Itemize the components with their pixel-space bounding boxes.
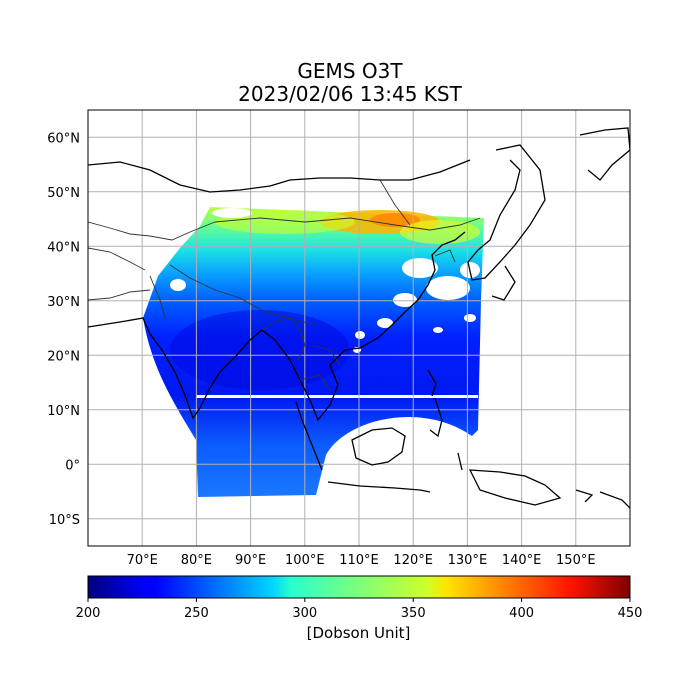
colorbar-tick-label: 350 [401, 606, 426, 621]
longitude-label: 120°E [393, 553, 433, 568]
country-borders [88, 179, 481, 391]
latitude-label: 20°N [47, 349, 80, 364]
longitude-label: 130°E [448, 553, 488, 568]
latitude-label: 0° [65, 458, 80, 473]
latitude-label: 10°S [49, 513, 80, 528]
latitude-label: 60°N [47, 131, 80, 146]
longitude-label: 110°E [339, 553, 379, 568]
latitude-label: 40°N [47, 240, 80, 255]
mid-ozone-patch [400, 220, 480, 244]
map-subtitle: 2023/02/06 13:45 KST [238, 82, 462, 106]
coastlines [88, 127, 630, 509]
mid-ozone-patch [215, 210, 355, 234]
colorbar-tick-label: 200 [76, 606, 101, 621]
latitude-label: 30°N [47, 295, 80, 310]
map-title: GEMS O3T [297, 59, 403, 83]
longitude-label: 90°E [235, 553, 266, 568]
longitude-label: 150°E [556, 553, 596, 568]
colorbar [87, 575, 631, 599]
ozone-swath [143, 207, 484, 497]
latitude-label: 10°N [47, 404, 80, 419]
low-ozone-patch [170, 310, 350, 390]
colorbar-tick-label: 250 [184, 606, 209, 621]
colorbar-label: [Dobson Unit] [306, 624, 411, 642]
longitude-label: 80°E [181, 553, 212, 568]
colorbar-tick-label: 400 [509, 606, 534, 621]
longitude-label: 140°E [502, 553, 542, 568]
longitude-label: 100°E [285, 553, 325, 568]
longitude-label: 70°E [127, 553, 158, 568]
longitude-labels: 70°E 80°E 90°E 100°E 110°E 120°E 130°E 140°E 150… [127, 553, 596, 568]
colorbar-tick-label: 300 [292, 606, 317, 621]
gridlines [88, 110, 630, 546]
colorbar-ticks: 200 250 300 350 400 450 [76, 598, 643, 621]
cloud-gaps [170, 208, 480, 353]
map-frame [87, 109, 631, 547]
latitude-labels: 60°N 50°N 40°N 30°N 20°N 10°N 0° 10°S [47, 131, 80, 528]
scan-gap [196, 395, 478, 398]
latitude-label: 50°N [47, 186, 80, 201]
colorbar-tick-label: 450 [618, 606, 643, 621]
